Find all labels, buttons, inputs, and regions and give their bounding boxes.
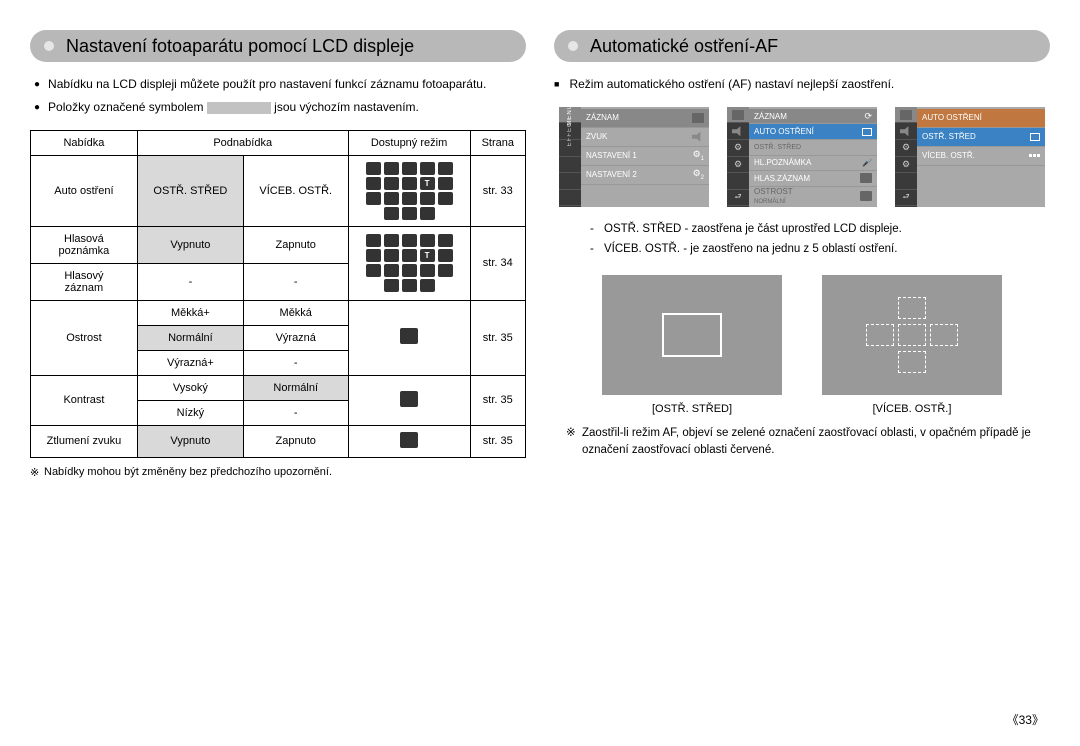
cell: VÍCEB. OSTŘ. [243,155,348,226]
cell: Normální [243,375,348,400]
speaker-icon [692,132,704,142]
page-cell: str. 35 [470,375,525,425]
camera-icon [732,110,744,120]
cell: Výrazná [243,325,348,350]
speaker-icon [732,126,744,136]
af-sample-center [602,275,782,395]
camera-icon [692,113,704,123]
menu-item: NASTAVENÍ 2 [586,170,637,179]
left-bullet-1: Nabídku na LCD displeji můžete použít pr… [34,76,526,93]
af-samples: [OSTŘ. STŘED] [VÍCEB. OSTŘ.] [554,275,1050,415]
desc-center: OSTŘ. STŘED - zaostřena je část uprostře… [590,221,1050,237]
caption-multi: [VÍCEB. OSTŘ.] [822,403,1002,415]
th-strana: Strana [470,130,525,155]
menu-sub: OSTŘ. STŘED [754,144,801,151]
gear-icon: ⚙2 [693,168,704,181]
side-label: EFFECT [567,117,573,146]
gear-icon: ⚙ [902,142,910,153]
center-af-icon [1030,133,1040,141]
left-bullet-2: Položky označené symbolem jsou výchozím … [34,99,526,116]
right-footnote: Zaostřil-li režim AF, objeví se zelené o… [554,425,1050,460]
row-hlasovy: Hlasovýzáznam [31,263,138,300]
menu-screenshots: MENU EFFECT ZÁZNAM ZVUK NASTAVENÍ 1⚙1 NA… [554,107,1050,207]
rec-icon [860,173,872,183]
cell: Vypnuto [137,226,243,263]
cell: Vysoký [137,375,243,400]
gear-icon: ⚙ [734,142,742,153]
default-swatch [207,102,271,114]
page-number: 《33》 [1007,711,1044,728]
cell: - [243,400,348,425]
cell: Měkká [243,300,348,325]
menu-item: HL.POZNÁMKA [754,158,811,167]
gear-icon: ⚙1 [693,149,704,162]
multi-af-icon [1029,154,1040,157]
cell: Normální [137,325,243,350]
menu-item: HLAS.ZÁZNAM [754,174,810,183]
page-cell: str. 33 [470,155,525,226]
speaker-icon [900,126,912,136]
right-intro: Režim automatického ostření (AF) nastaví… [554,76,1050,93]
menu-panel-3: ⚙ ⚙ ⮐ AUTO OSTŘENÍ OSTŘ. STŘED VÍCEB. OS… [895,107,1045,207]
menu-item: OSTROST [754,187,793,196]
row-auto-ostreni: Auto ostření [31,155,138,226]
gear-icon: ⚙ [902,159,910,170]
left-footnote: Nabídky mohou být změněny bez předchozíh… [30,466,526,478]
page-cell: str. 35 [470,300,525,375]
mode-icons [348,425,470,457]
cell: Výrazná+ [137,350,243,375]
row-kontrast: Kontrast [31,375,138,425]
menu-item: AUTO OSTŘENÍ [754,127,814,136]
menu-item: OSTŘ. STŘED [922,132,976,141]
mode-icons [348,375,470,425]
cell: OSTŘ. STŘED [137,155,243,226]
th-podnabidka: Podnabídka [137,130,348,155]
mode-icons: T [348,226,470,300]
page-cell: str. 35 [470,425,525,457]
text: jsou výchozím nastavením. [274,100,419,114]
cell: Měkká+ [137,300,243,325]
row-ztlumeni: Ztlumení zvuku [31,425,138,457]
settings-table: Nabídka Podnabídka Dostupný režim Strana… [30,130,526,458]
cell: Zapnuto [243,425,348,457]
cell: - [243,350,348,375]
menu-panel-1: MENU EFFECT ZÁZNAM ZVUK NASTAVENÍ 1⚙1 NA… [559,107,709,207]
mic-icon: 🎤 [862,158,872,167]
menu-item: ZVUK [586,132,607,141]
right-heading: Automatické ostření-AF [554,30,1050,62]
left-heading: Nastavení fotoaparátu pomocí LCD displej… [30,30,526,62]
menu-item: ZÁZNAM [754,112,787,121]
text: Nabídku na LCD displeji můžete použít pr… [48,76,486,93]
menu-item: NASTAVENÍ 1 [586,151,637,160]
menu-item: AUTO OSTŘENÍ [922,113,982,122]
th-rezim: Dostupný režim [348,130,470,155]
gear-icon: ⚙ [734,159,742,170]
sharp-icon [860,191,872,201]
center-af-icon [862,128,872,136]
desc-multi: VÍCEB. OSTŘ. - je zaostřeno na jednu z 5… [590,241,1050,257]
mode-icons [348,300,470,375]
menu-item: ZÁZNAM [586,113,619,122]
caption-center: [OSTŘ. STŘED] [602,403,782,415]
cell: Vypnuto [137,425,243,457]
cell: Zapnuto [243,226,348,263]
page-cell: str. 34 [470,226,525,300]
menu-item: VÍCEB. OSTŘ. [922,151,975,160]
menu-panel-2: ⚙ ⚙ ⮐ ZÁZNAM⟳ AUTO OSTŘENÍ OSTŘ. STŘED H… [727,107,877,207]
af-sample-multi [822,275,1002,395]
row-ostrost: Ostrost [31,300,138,375]
text: Položky označené symbolem [48,100,203,114]
camera-icon [900,110,912,120]
cell: Nízký [137,400,243,425]
cell: - [137,263,243,300]
cell: - [243,263,348,300]
row-hlasova: Hlasovápoznámka [31,226,138,263]
mode-icons: T [348,155,470,226]
th-nabidka: Nabídka [31,130,138,155]
